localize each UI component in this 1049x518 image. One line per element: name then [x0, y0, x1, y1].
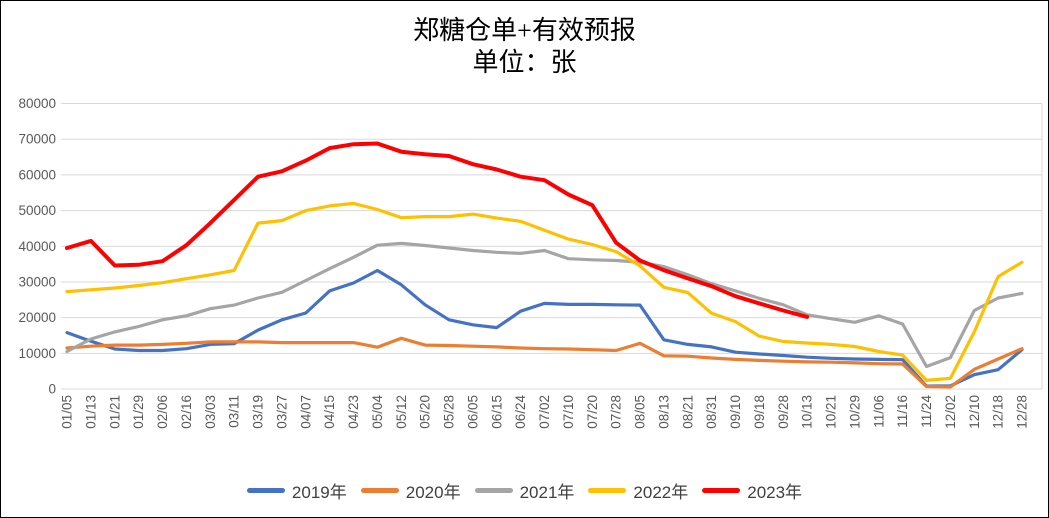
- x-axis-tick-label: 06/24: [513, 395, 528, 429]
- y-axis-tick-label: 60000: [18, 167, 56, 182]
- legend-item-2021年: 2021年: [474, 478, 575, 503]
- x-axis-tick-label: 07/28: [609, 395, 624, 429]
- legend-label: 2021年: [519, 483, 575, 502]
- legend-label: 2022年: [633, 483, 689, 502]
- x-axis-tick-label: 04/15: [322, 395, 337, 429]
- x-axis-tick-label: 01/29: [131, 395, 146, 429]
- x-axis-tick-label: 05/12: [394, 395, 409, 429]
- x-axis-tick-label: 07/20: [585, 395, 600, 429]
- x-axis-tick-label: 09/10: [728, 395, 743, 429]
- x-axis-tick-label: 06/05: [465, 395, 480, 429]
- x-axis-tick-label: 11/24: [919, 395, 934, 428]
- series-line-2021年: [65, 241, 1024, 369]
- x-axis-tick-label: 07/02: [537, 395, 552, 429]
- y-axis-tick-label: 0: [48, 382, 56, 397]
- legend-swatch: [702, 488, 741, 493]
- x-axis-tick-label: 09/18: [752, 395, 767, 429]
- legend-label: 2019年: [291, 483, 347, 502]
- x-axis-tick-label: 05/04: [370, 395, 385, 429]
- x-axis-tick-label: 11/16: [895, 395, 910, 428]
- x-axis-tick-label: 08/05: [633, 395, 648, 429]
- x-axis-tick-label: 02/16: [179, 395, 194, 429]
- x-axis-tick-label: 06/15: [489, 395, 504, 429]
- y-axis-tick-label: 30000: [18, 274, 56, 289]
- x-axis-tick-label: 09/28: [776, 395, 791, 429]
- series-line-2023年: [65, 141, 810, 319]
- legend-item-2023年: 2023年: [702, 478, 802, 503]
- legend-item-2020年: 2020年: [360, 478, 461, 503]
- series-line-2022年: [65, 201, 1024, 382]
- y-axis-tick-label: 70000: [18, 132, 56, 147]
- y-axis-tick-label: 80000: [18, 96, 56, 111]
- y-axis-tick-label: 20000: [18, 310, 56, 325]
- x-axis-tick-label: 10/21: [824, 395, 839, 429]
- x-axis-tick-label: 05/28: [442, 395, 457, 429]
- chart-header: 郑糖仓单+有效预报 单位：张: [1, 15, 1048, 78]
- legend-swatch: [588, 488, 627, 493]
- x-axis-tick-label: 01/13: [83, 395, 98, 429]
- y-axis-tick-label: 50000: [18, 203, 56, 218]
- series-line-2020年: [65, 336, 1024, 389]
- legend: 2019年 2020年 2021年 2022年 2023年: [1, 478, 1048, 503]
- x-axis-tick-label: 04/07: [298, 395, 313, 429]
- legend-swatch: [246, 488, 285, 493]
- x-axis-tick-label: 03/03: [203, 395, 218, 429]
- x-axis-tick-label: 01/05: [60, 395, 75, 429]
- x-axis-tick-label: 02/06: [155, 395, 170, 429]
- x-axis-tick-label: 07/10: [561, 395, 576, 429]
- chart-subtitle: 单位：张: [472, 47, 577, 77]
- legend-label: 2023年: [747, 483, 803, 502]
- x-axis-tick-label: 12/18: [991, 395, 1006, 429]
- x-axis-tick-label: 03/11: [227, 395, 242, 428]
- y-axis-tick-label: 40000: [18, 239, 56, 254]
- x-axis-tick-label: 11/06: [871, 395, 886, 428]
- x-axis-tick-label: 12/10: [967, 395, 982, 429]
- x-axis-tick-label: 05/20: [418, 395, 433, 429]
- legend-swatch: [474, 488, 513, 493]
- legend-item-2022年: 2022年: [588, 478, 688, 503]
- x-axis-tick-label: 01/21: [107, 395, 122, 429]
- x-axis-tick-label: 03/27: [274, 395, 289, 429]
- chart-title: 郑糖仓单+有效预报: [413, 16, 636, 45]
- x-axis-tick-label: 12/28: [1015, 395, 1030, 429]
- y-axis-tick-label: 10000: [18, 346, 56, 361]
- x-axis-tick-label: 03/19: [251, 395, 266, 429]
- x-axis-tick-label: 08/13: [656, 395, 671, 429]
- x-axis-tick-label: 10/13: [800, 395, 815, 429]
- legend-label: 2020年: [405, 483, 461, 502]
- series-line-2019年: [65, 268, 1024, 388]
- x-axis-tick-label: 10/29: [847, 395, 862, 429]
- legend-item-2019年: 2019年: [246, 478, 347, 503]
- x-axis-tick-label: 08/21: [680, 395, 695, 429]
- x-axis-tick-label: 04/23: [346, 395, 361, 429]
- legend-swatch: [360, 488, 399, 493]
- x-axis-tick-label: 12/02: [943, 395, 958, 429]
- x-axis-tick-label: 08/31: [704, 395, 719, 429]
